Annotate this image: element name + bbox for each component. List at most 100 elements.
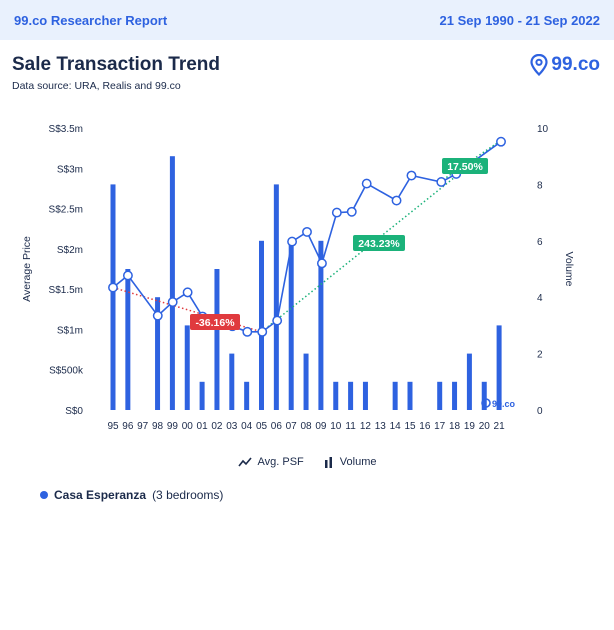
volume-bar[interactable] (318, 240, 324, 410)
right-tick-label: 8 (537, 180, 543, 191)
trend-badge-bg (353, 235, 405, 251)
volume-bar[interactable] (125, 269, 131, 410)
volume-bar[interactable] (110, 184, 116, 410)
left-tick-label: S$500k (49, 366, 84, 377)
right-tick-label: 0 (537, 406, 543, 417)
sale-transaction-chart: S$0 S$500k S$1m S$1.5m S$2m S$2.5m S$3m S$3.5m 0… (21, 124, 575, 432)
left-tick-label: S$3m (57, 164, 83, 175)
trend-badge-label: -36.16% (195, 317, 235, 329)
watermark-logo: 99.co (481, 398, 516, 409)
price-point[interactable] (496, 136, 506, 147)
location-pin-icon (530, 54, 549, 76)
x-tick-label: 03 (226, 421, 238, 432)
volume-bar[interactable] (303, 353, 309, 410)
volume-bar[interactable] (348, 381, 354, 410)
volume-bar[interactable] (362, 381, 368, 410)
x-tick-label: 15 (404, 421, 416, 432)
x-tick-label: 21 (494, 421, 506, 432)
right-tick-label: 10 (537, 124, 549, 135)
right-tick-label: 4 (537, 293, 543, 304)
trend-badge: 17.50% (442, 158, 488, 174)
x-tick-label: 08 (300, 421, 312, 432)
data-source: Data source: URA, Realis and 99.co (12, 80, 181, 92)
left-tick-label: S$1m (57, 325, 83, 336)
avg-psf-line (112, 141, 502, 333)
volume-bar[interactable] (333, 381, 339, 410)
volume-bar[interactable] (184, 325, 190, 410)
right-axis-title: Volume (563, 251, 575, 286)
series-color-dot (40, 491, 48, 499)
price-point[interactable] (287, 236, 298, 247)
x-tick-label: 00 (182, 421, 194, 432)
x-tick-label: 99 (167, 421, 179, 432)
price-point[interactable] (406, 170, 417, 181)
price-point[interactable] (257, 326, 268, 337)
price-point[interactable] (346, 206, 357, 217)
brand-logo: 99.co (530, 54, 600, 76)
left-tick-label: S$2.5m (49, 205, 83, 216)
price-point[interactable] (316, 258, 327, 269)
right-tick-label: 6 (537, 237, 543, 248)
price-point[interactable] (122, 270, 133, 281)
x-tick-label: 05 (256, 421, 268, 432)
x-tick-label: 06 (271, 421, 283, 432)
left-axis-title: Average Price (21, 236, 33, 302)
left-tick-label: S$0 (65, 406, 83, 417)
volume-bar[interactable] (481, 381, 487, 410)
volume-bar[interactable] (437, 381, 443, 410)
x-tick-label: 11 (345, 421, 356, 432)
legend-item-avg-psf[interactable]: Avg. PSF (237, 456, 304, 468)
volume-bar[interactable] (496, 325, 502, 410)
legend-label-avg-psf: Avg. PSF (257, 456, 304, 468)
price-point[interactable] (167, 297, 178, 307)
price-point[interactable] (242, 326, 253, 337)
volume-bar[interactable] (169, 156, 175, 410)
trend-badge-bg (442, 158, 488, 174)
x-tick-label: 17 (434, 421, 446, 432)
volume-bar[interactable] (199, 381, 205, 410)
volume-bar[interactable] (466, 353, 472, 410)
volume-bar[interactable] (288, 240, 294, 410)
price-point[interactable] (272, 315, 283, 326)
legend-label-volume: Volume (339, 456, 377, 468)
x-tick-label: 04 (241, 421, 253, 432)
volume-bar[interactable] (259, 240, 264, 410)
line-chart-icon (237, 457, 252, 467)
watermark-text: 99.co (492, 399, 516, 409)
price-point[interactable] (108, 282, 118, 293)
report-header: 99.co Researcher Report 21 Sep 1990 - 21… (0, 0, 614, 40)
x-tick-label: 12 (360, 421, 372, 432)
x-tick-label: 09 (315, 421, 327, 432)
volume-bar[interactable] (214, 269, 220, 410)
volume-bar[interactable] (407, 381, 413, 410)
trend-badge: -36.16% (190, 314, 240, 330)
trend-badge-bg (190, 314, 240, 330)
price-point[interactable] (152, 310, 163, 321)
bar-chart-icon (324, 457, 332, 468)
x-tick-label: 07 (286, 421, 298, 432)
legend-item-volume[interactable]: Volume (324, 456, 377, 468)
price-point[interactable] (391, 195, 402, 206)
trend-badge-label: 243.23% (358, 238, 400, 250)
price-point[interactable] (331, 207, 342, 218)
page-title: Sale Transaction Trend (12, 54, 221, 75)
volume-bar[interactable] (273, 184, 279, 410)
date-range: 21 Sep 1990 - 21 Sep 2022 (439, 12, 600, 28)
volume-bar[interactable] (229, 353, 235, 410)
volume-bar[interactable] (452, 381, 458, 410)
price-point[interactable] (182, 287, 193, 298)
volume-bar[interactable] (155, 297, 161, 410)
x-tick-label: 14 (390, 421, 402, 432)
x-tick-label: 13 (375, 421, 387, 432)
chart-legend: Avg. PSF Volume (0, 456, 614, 468)
x-tick-label: 01 (197, 421, 209, 432)
left-tick-label: S$2m (57, 245, 83, 256)
volume-bar[interactable] (392, 381, 398, 410)
price-point[interactable] (361, 178, 372, 189)
price-point[interactable] (436, 177, 447, 187)
price-point[interactable] (302, 226, 312, 237)
left-tick-label: S$1.5m (49, 285, 83, 296)
volume-bar[interactable] (244, 381, 250, 410)
report-label: 99.co Researcher Report (14, 12, 168, 28)
trend-badge-label: 17.50% (447, 161, 483, 173)
